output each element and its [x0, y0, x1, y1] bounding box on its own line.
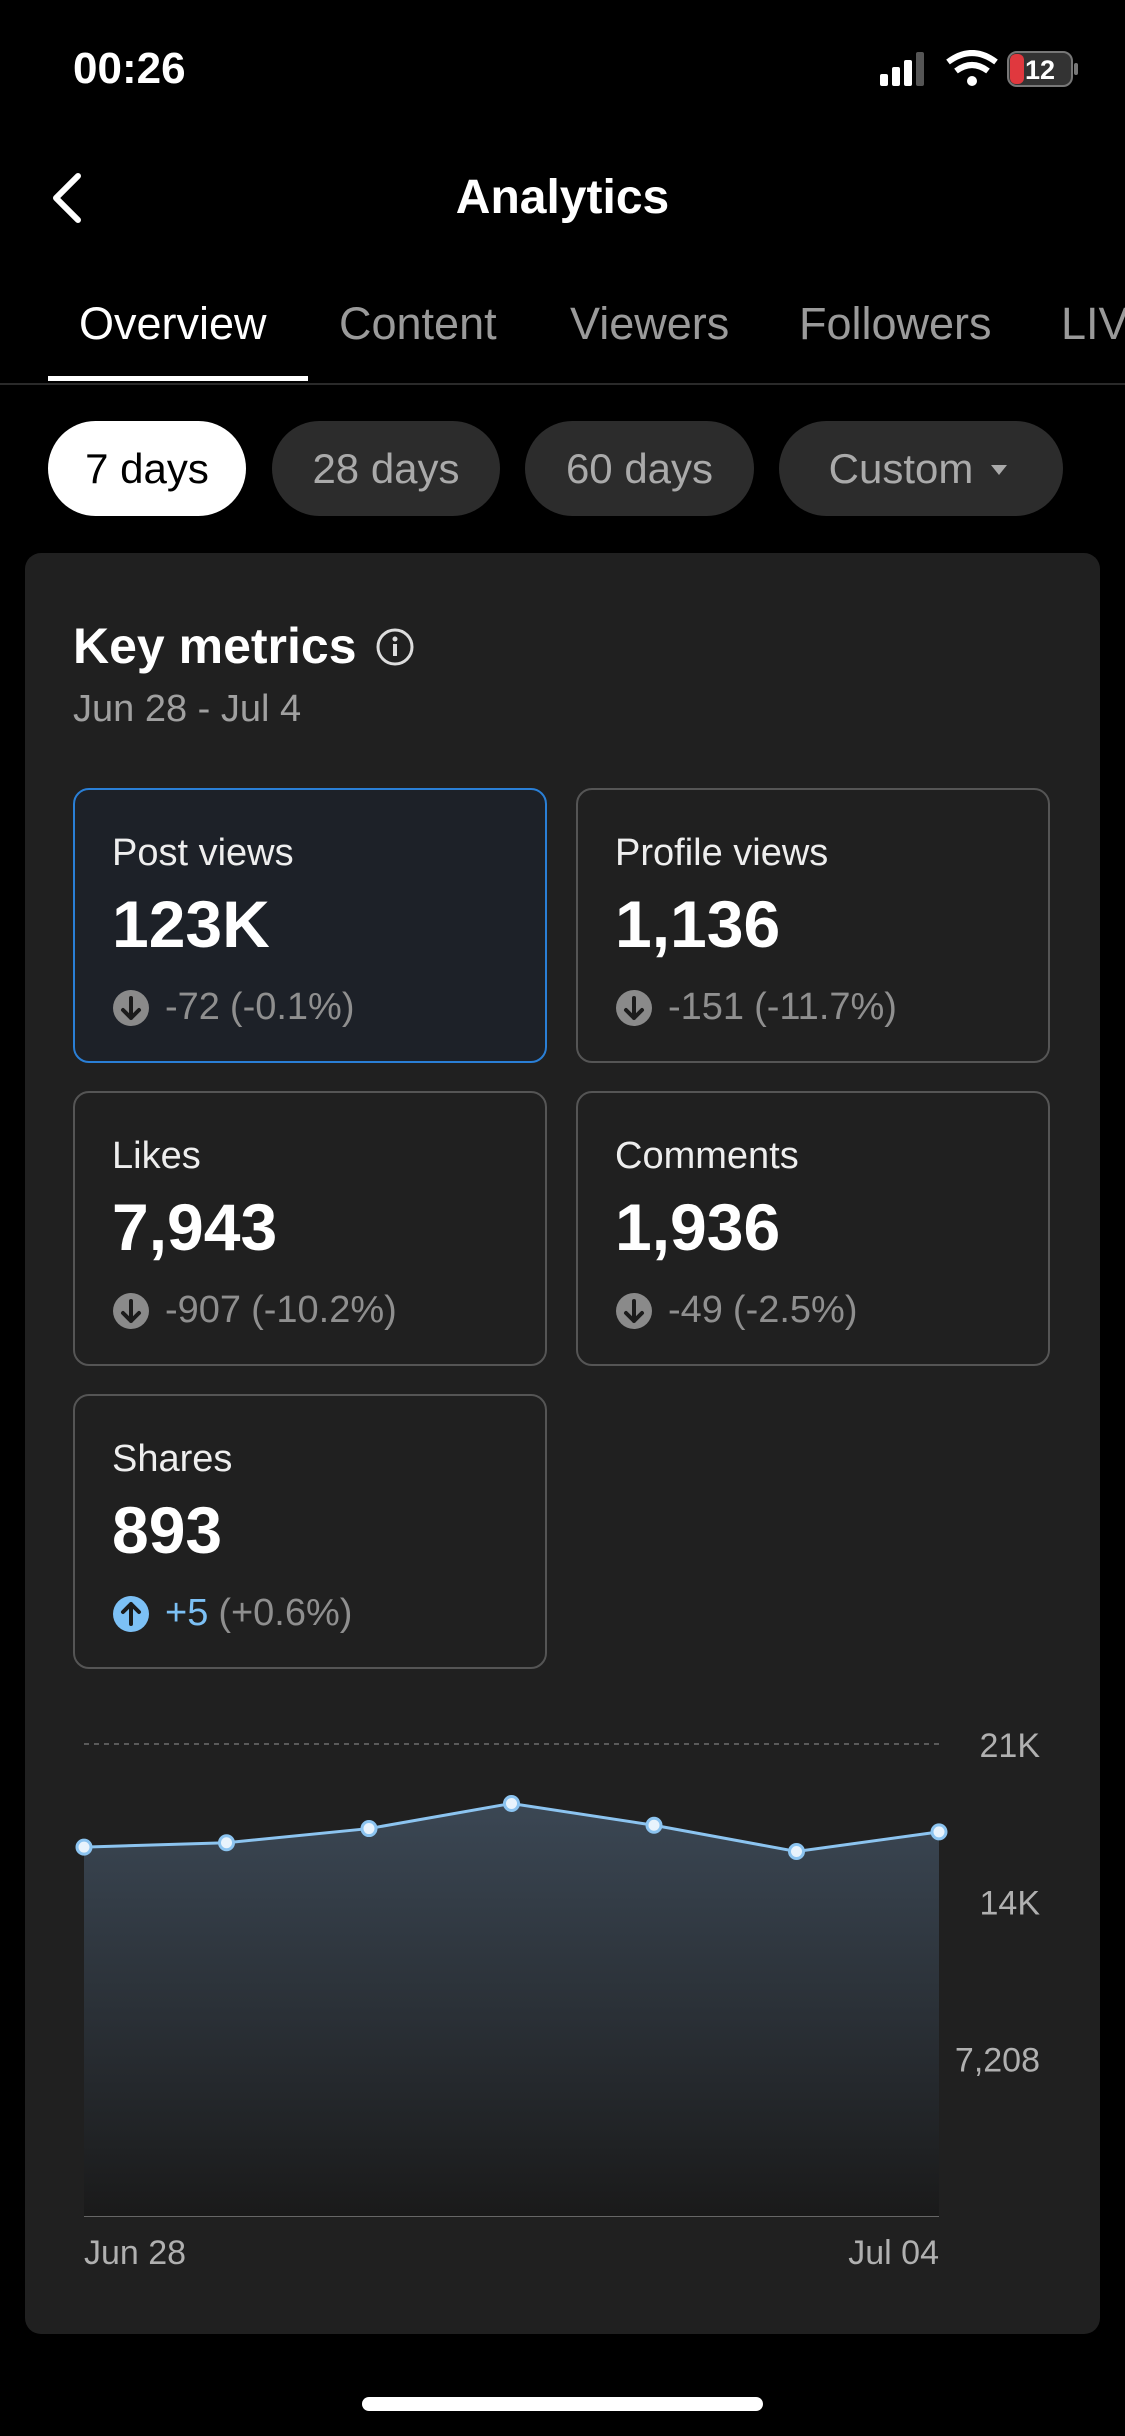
metric-value: 1,136: [615, 887, 781, 961]
period-pill[interactable]: 7 days: [48, 421, 246, 516]
metric-card[interactable]: Post views 123K -72 (-0.1%): [73, 788, 547, 1063]
home-indicator: [362, 2397, 763, 2411]
tab[interactable]: Followers: [799, 298, 992, 349]
metric-change: -907 (-10.2%): [165, 1289, 397, 1332]
metric-change: -151 (-11.7%): [668, 986, 897, 1029]
battery-level: 12: [1025, 55, 1055, 85]
dropdown-caret: [991, 464, 1008, 475]
change-percent: (-11.7%): [754, 986, 897, 1028]
back-button[interactable]: [48, 170, 88, 226]
metric-card[interactable]: Profile views 1,136 -151 (-11.7%): [576, 788, 1050, 1063]
pill-label: 60 days: [565, 444, 714, 492]
date-range: Jun 28 - Jul 4: [73, 688, 302, 730]
period-pill[interactable]: 28 days: [272, 421, 500, 516]
metric-label: Post views: [112, 832, 294, 874]
metric-change: -72 (-0.1%): [165, 986, 355, 1029]
metric-label: Profile views: [615, 832, 829, 874]
metric-label: Shares: [112, 1438, 233, 1480]
metric-value: 123K: [112, 887, 270, 961]
period-pill[interactable]: 60 days: [525, 421, 754, 516]
page-title: Analytics: [455, 171, 670, 224]
change-value: -907: [165, 1289, 242, 1331]
tab[interactable]: Content: [339, 298, 497, 349]
change-value: -151: [668, 986, 745, 1028]
metric-change: -49 (-2.5%): [668, 1289, 858, 1332]
metric-card[interactable]: Shares 893 +5 (+0.6%): [73, 1394, 547, 1669]
metric-card[interactable]: Comments 1,936 -49 (-2.5%): [576, 1091, 1050, 1366]
trend-icon: [113, 990, 149, 1026]
trend-icon: [113, 1293, 149, 1329]
status-icons: 12: [880, 50, 1078, 87]
pill-label: Custom: [828, 444, 974, 492]
tab-fade: [1040, 260, 1125, 380]
change-value: +5: [165, 1592, 209, 1634]
change-percent: (-0.1%): [229, 986, 355, 1028]
change-percent: (+0.6%): [218, 1592, 353, 1634]
pill-label: 28 days: [312, 444, 460, 492]
metric-value: 1,936: [615, 1190, 781, 1264]
metric-change: +5 (+0.6%): [165, 1592, 352, 1635]
trend-icon: [616, 1293, 652, 1329]
trend-icon: [113, 1596, 149, 1632]
change-value: -49: [668, 1289, 723, 1331]
period-pill[interactable]: Custom: [779, 421, 1063, 516]
info-icon[interactable]: [375, 627, 415, 667]
tab[interactable]: Overview: [79, 298, 267, 349]
divider: [0, 383, 1125, 385]
status-time: 00:26: [73, 44, 186, 93]
tab[interactable]: LIVE: [1061, 298, 1125, 349]
change-percent: (-10.2%): [251, 1289, 397, 1331]
change-percent: (-2.5%): [732, 1289, 858, 1331]
metric-card[interactable]: Likes 7,943 -907 (-10.2%): [73, 1091, 547, 1366]
metric-label: Comments: [615, 1135, 799, 1177]
tab[interactable]: Viewers: [570, 298, 730, 349]
change-value: -72: [165, 986, 220, 1028]
metric-label: Likes: [112, 1135, 201, 1177]
tab-underline: [48, 376, 308, 381]
metric-value: 7,943: [112, 1190, 278, 1264]
pill-label: 7 days: [85, 444, 209, 492]
metric-value: 893: [112, 1493, 223, 1567]
card-title: Key metrics: [73, 618, 357, 674]
trend-icon: [616, 990, 652, 1026]
